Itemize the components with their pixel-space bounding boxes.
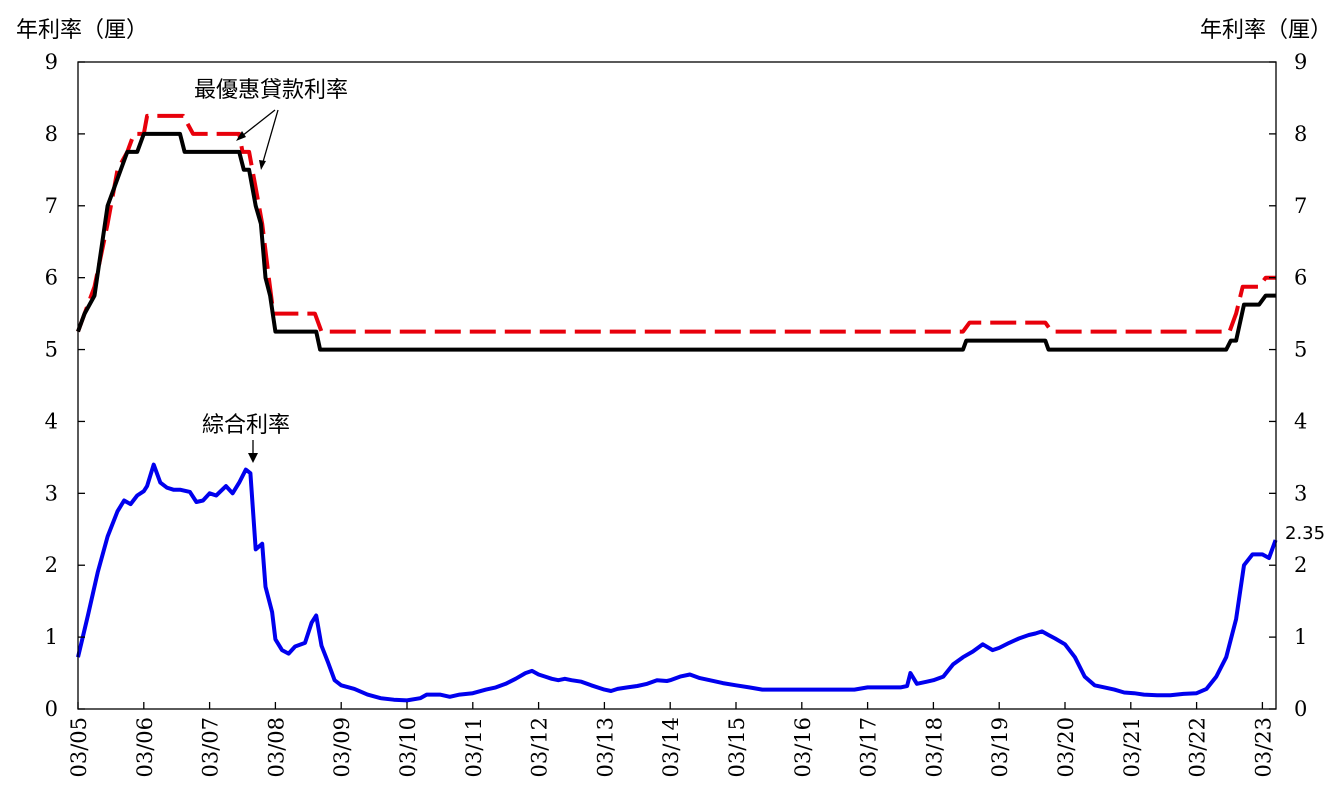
- composite-last-value-label: 2.35: [1285, 523, 1325, 544]
- plot-frame: [77, 61, 1277, 710]
- series-layer: [76, 113, 1278, 703]
- right-y-tick-label: 5: [1294, 338, 1307, 362]
- x-tick-label: 03/19: [988, 717, 1012, 778]
- x-tick-label: 03/21: [1120, 717, 1144, 778]
- x-tick-label: 03/15: [725, 717, 749, 778]
- series-line-prime_low: [76, 131, 1276, 352]
- right-y-tick-label: 6: [1294, 266, 1307, 290]
- x-tick-label: 03/16: [791, 717, 815, 778]
- left-y-tick-label: 9: [45, 50, 58, 74]
- x-tick-label: 03/08: [264, 717, 288, 778]
- right-y-tick-label: 4: [1294, 409, 1307, 433]
- right-y-tick-label: 3: [1294, 481, 1307, 505]
- composite-rate-annotation: 綜合利率: [202, 413, 290, 438]
- x-tick-label: 03/14: [659, 717, 683, 778]
- x-tick-label: 03/11: [462, 717, 486, 778]
- axis-layer: 0 0 1 1 2 2 3 3 4 4 5 5 6 6 7 7 8 8 9 9 03/05 03/06 03/07 03/08…: [45, 50, 1308, 778]
- x-tick-label: 03/22: [1186, 717, 1210, 778]
- right-y-unit-label: 年利率（厘）: [1200, 18, 1332, 43]
- right-y-tick-label: 9: [1294, 50, 1307, 74]
- prime-rate-arrow-2: [259, 109, 279, 170]
- x-tick-label: 03/20: [1054, 717, 1078, 778]
- left-y-unit-label: 年利率（厘）: [16, 18, 148, 43]
- prime-rate-annotation: 最優惠貸款利率: [194, 78, 348, 103]
- x-tick-label: 03/10: [396, 717, 420, 778]
- x-tick-label: 03/09: [330, 717, 354, 778]
- x-tick-label: 03/23: [1251, 717, 1275, 778]
- left-y-tick-label: 2: [45, 553, 58, 577]
- left-y-tick-label: 0: [45, 697, 58, 721]
- left-y-tick-label: 7: [45, 194, 58, 218]
- right-y-tick-label: 2: [1294, 553, 1307, 577]
- x-tick-label: 03/06: [133, 717, 157, 778]
- left-y-tick-label: 8: [45, 122, 58, 146]
- right-y-tick-label: 0: [1294, 697, 1307, 721]
- composite-rate-arrow: [248, 440, 258, 463]
- x-tick-label: 03/05: [67, 717, 91, 778]
- left-y-tick-label: 3: [45, 481, 58, 505]
- x-tick-label: 03/13: [593, 717, 617, 778]
- series-line-prime_high: [76, 113, 1276, 334]
- right-y-tick-label: 8: [1294, 122, 1307, 146]
- left-y-tick-label: 1: [45, 625, 58, 649]
- right-y-tick-label: 1: [1294, 625, 1307, 649]
- left-y-tick-label: 4: [45, 409, 58, 433]
- x-tick-label: 03/17: [857, 717, 881, 778]
- x-tick-label: 03/12: [528, 717, 552, 778]
- series-line-composite: [76, 462, 1278, 703]
- left-y-tick-label: 5: [45, 338, 58, 362]
- prime-rate-arrow-1: [236, 109, 276, 141]
- right-y-tick-label: 7: [1294, 194, 1307, 218]
- left-y-tick-label: 6: [45, 266, 58, 290]
- x-tick-label: 03/18: [922, 717, 946, 778]
- x-tick-label: 03/07: [199, 717, 223, 778]
